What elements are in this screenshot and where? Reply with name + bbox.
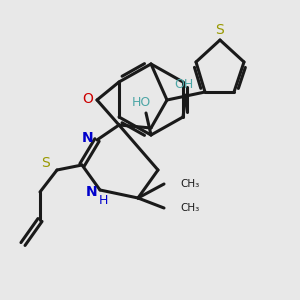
Text: OH: OH xyxy=(174,77,194,91)
Text: H: H xyxy=(98,194,108,208)
Text: N: N xyxy=(82,131,94,145)
Text: S: S xyxy=(42,156,50,170)
Text: HO: HO xyxy=(131,95,151,109)
Text: CH₃: CH₃ xyxy=(180,179,199,189)
Text: S: S xyxy=(216,23,224,37)
Text: N: N xyxy=(86,185,98,199)
Text: CH₃: CH₃ xyxy=(180,203,199,213)
Text: O: O xyxy=(82,92,93,106)
